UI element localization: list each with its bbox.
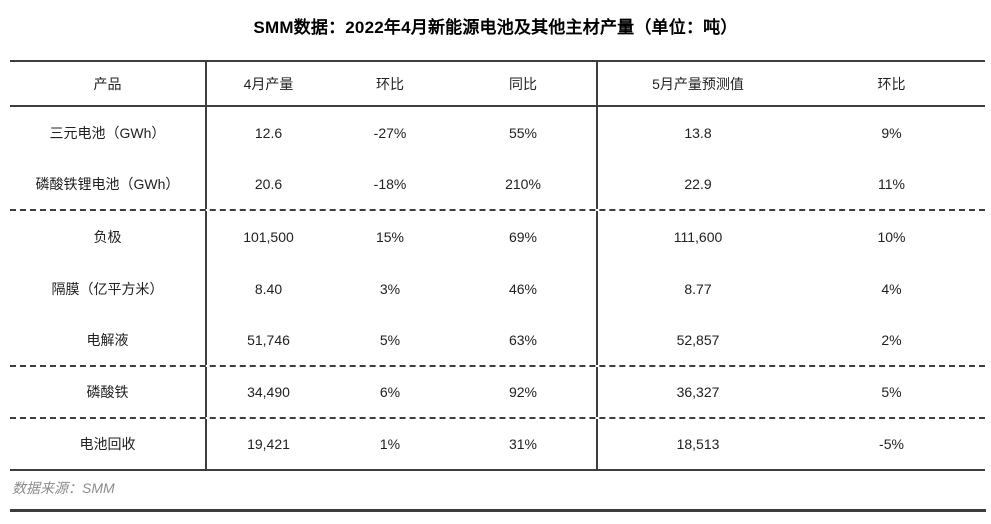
table-row: 负极 101,500 15% 69% 111,600 10% [10, 211, 985, 263]
mom-value: -18% [373, 176, 407, 192]
may-forecast-value: 8.77 [684, 281, 712, 297]
col-header-may-forecast: 5月产量预测值 [652, 75, 744, 92]
table-row: 磷酸铁 34,490 6% 92% 36,327 5% [10, 367, 985, 419]
may-forecast-value: 18,513 [676, 436, 720, 452]
table-row: 三元电池（GWh） 12.6 -27% 55% 13.8 9% [10, 107, 985, 159]
col-header-yoy: 同比 [450, 62, 598, 105]
may-mom-value: -5% [879, 436, 904, 452]
may-forecast-value: 13.8 [684, 125, 712, 141]
yoy-value: 55% [450, 107, 598, 159]
product-name: 磷酸铁 [10, 367, 207, 417]
yoy-value: 63% [450, 315, 598, 365]
april-output-value: 8.40 [254, 281, 283, 297]
april-output-value: 20.6 [254, 176, 283, 192]
col-header-april-output: 4月产量 [243, 75, 294, 92]
col-header-mom: 环比 [376, 75, 404, 92]
yoy-value: 69% [450, 211, 598, 263]
may-forecast-value: 22.9 [684, 176, 712, 192]
table-row: 磷酸铁锂电池（GWh） 20.6 -18% 210% 22.9 11% [10, 159, 985, 211]
may-mom-value: 11% [878, 176, 905, 192]
may-mom-value: 5% [881, 384, 902, 400]
may-mom-value: 9% [881, 125, 902, 141]
may-mom-value: 10% [877, 229, 906, 245]
figure-title: SMM数据：2022年4月新能源电池及其他主材产量（单位：吨） [253, 18, 738, 37]
april-output-value: 12.6 [254, 125, 283, 141]
may-forecast-value: 111,600 [673, 229, 723, 245]
product-name: 负极 [10, 211, 207, 263]
bottom-divider [10, 509, 986, 512]
may-mom-value: 4% [881, 281, 902, 297]
april-output-value: 19,421 [247, 436, 290, 452]
mom-value: -27% [373, 125, 407, 141]
product-name: 电解液 [10, 315, 207, 365]
col-header-may-mom: 环比 [877, 75, 906, 92]
may-forecast-value: 52,857 [676, 332, 720, 348]
table-row: 电池回收 19,421 1% 31% 18,513 -5% [10, 419, 985, 471]
production-table: 产品 4月产量 环比 同比 5月产量预测值 环比 三元电池（GWh） 12.6 … [10, 60, 985, 471]
yoy-value: 92% [450, 367, 598, 417]
may-mom-value: 2% [881, 332, 902, 348]
april-output-value: 51,746 [247, 332, 290, 348]
product-name: 电池回收 [10, 419, 207, 469]
product-name: 磷酸铁锂电池（GWh） [10, 159, 207, 209]
mom-value: 3% [379, 281, 401, 297]
yoy-value: 210% [450, 159, 598, 209]
yoy-value: 31% [450, 419, 598, 469]
may-forecast-value: 36,327 [676, 384, 720, 400]
data-source: 数据来源：SMM [12, 480, 115, 496]
mom-value: 6% [379, 384, 401, 400]
april-output-value: 101,500 [243, 229, 294, 245]
product-name: 隔膜（亿平方米） [10, 263, 207, 315]
table-row: 隔膜（亿平方米） 8.40 3% 46% 8.77 4% [10, 263, 985, 315]
table-header-row: 产品 4月产量 环比 同比 5月产量预测值 环比 [10, 62, 985, 107]
april-output-value: 34,490 [247, 384, 290, 400]
yoy-value: 46% [450, 263, 598, 315]
table-row: 电解液 51,746 5% 63% 52,857 2% [10, 315, 985, 367]
col-header-product: 产品 [10, 62, 207, 105]
product-name: 三元电池（GWh） [10, 107, 207, 159]
mom-value: 5% [379, 332, 401, 348]
mom-value: 1% [379, 436, 401, 452]
mom-value: 15% [375, 229, 405, 245]
